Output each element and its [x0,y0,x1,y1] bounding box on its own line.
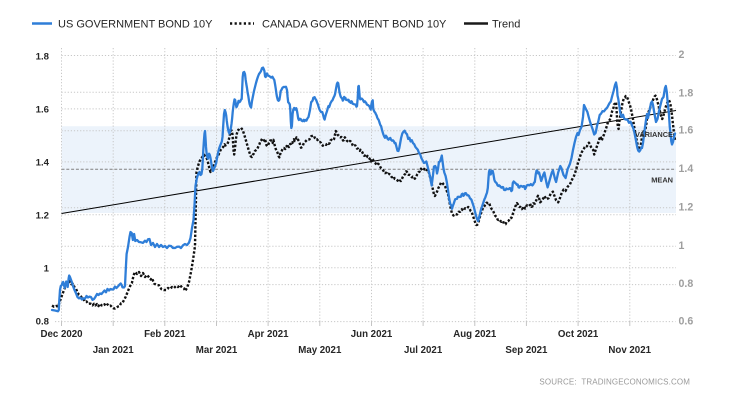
svg-text:VARIANCE: VARIANCE [635,130,673,139]
svg-text:Jun 2021: Jun 2021 [351,329,393,340]
svg-text:Feb 2021: Feb 2021 [144,329,186,340]
svg-text:MEAN: MEAN [651,176,673,185]
svg-text:1: 1 [44,263,50,274]
svg-text:Aug 2021: Aug 2021 [453,329,497,340]
svg-text:1.8: 1.8 [679,87,694,99]
svg-text:1.2: 1.2 [679,202,694,214]
svg-text:CANADA GOVERNMENT BOND 10Y: CANADA GOVERNMENT BOND 10Y [262,19,447,31]
svg-text:1.2: 1.2 [36,210,49,221]
svg-text:Jul 2021: Jul 2021 [404,345,443,356]
svg-text:1: 1 [679,240,685,252]
svg-text:1.4: 1.4 [36,157,50,168]
svg-text:1.4: 1.4 [679,163,694,175]
svg-text:Trend: Trend [492,19,520,31]
svg-text:2: 2 [679,49,685,61]
svg-text:1.6: 1.6 [679,125,694,137]
svg-text:Nov 2021: Nov 2021 [608,345,651,356]
svg-text:0.8: 0.8 [36,316,50,327]
svg-text:1.6: 1.6 [36,104,49,115]
svg-text:Apr 2021: Apr 2021 [248,329,290,340]
svg-text:Jan 2021: Jan 2021 [93,345,135,356]
svg-text:Mar 2021: Mar 2021 [196,345,238,356]
svg-text:Sep 2021: Sep 2021 [505,345,548,356]
svg-text:Dec 2020: Dec 2020 [40,329,82,340]
svg-text:SOURCE: TRADINGECONOMICS.COM: SOURCE: TRADINGECONOMICS.COM [539,378,690,387]
svg-text:1.8: 1.8 [36,52,50,63]
svg-text:Oct 2021: Oct 2021 [558,329,599,340]
svg-text:US GOVERNMENT BOND 10Y: US GOVERNMENT BOND 10Y [58,19,213,31]
svg-text:0.6: 0.6 [679,316,694,328]
svg-text:0.8: 0.8 [679,278,694,290]
svg-text:May 2021: May 2021 [298,345,342,356]
